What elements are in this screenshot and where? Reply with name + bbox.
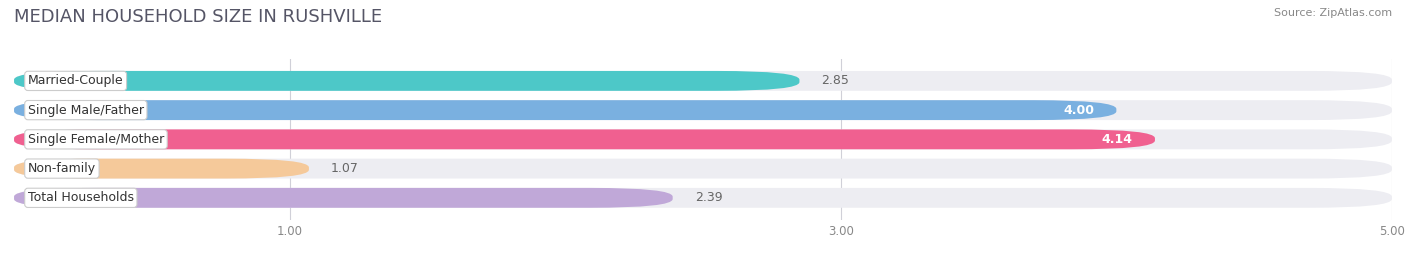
Text: Married-Couple: Married-Couple xyxy=(28,75,124,87)
FancyBboxPatch shape xyxy=(14,188,1392,208)
Text: Single Female/Mother: Single Female/Mother xyxy=(28,133,165,146)
Text: 4.00: 4.00 xyxy=(1063,104,1094,117)
Text: 1.07: 1.07 xyxy=(330,162,359,175)
Text: Non-family: Non-family xyxy=(28,162,96,175)
FancyBboxPatch shape xyxy=(14,159,1392,178)
Text: Source: ZipAtlas.com: Source: ZipAtlas.com xyxy=(1274,8,1392,18)
FancyBboxPatch shape xyxy=(14,71,1392,91)
Text: 2.85: 2.85 xyxy=(821,75,849,87)
FancyBboxPatch shape xyxy=(14,100,1392,120)
Text: MEDIAN HOUSEHOLD SIZE IN RUSHVILLE: MEDIAN HOUSEHOLD SIZE IN RUSHVILLE xyxy=(14,8,382,26)
FancyBboxPatch shape xyxy=(14,159,309,178)
FancyBboxPatch shape xyxy=(14,129,1392,149)
Text: Single Male/Father: Single Male/Father xyxy=(28,104,143,117)
FancyBboxPatch shape xyxy=(14,129,1154,149)
Text: 2.39: 2.39 xyxy=(695,191,723,204)
FancyBboxPatch shape xyxy=(14,188,672,208)
Text: Total Households: Total Households xyxy=(28,191,134,204)
FancyBboxPatch shape xyxy=(14,71,800,91)
FancyBboxPatch shape xyxy=(14,100,1116,120)
Text: 4.14: 4.14 xyxy=(1102,133,1133,146)
